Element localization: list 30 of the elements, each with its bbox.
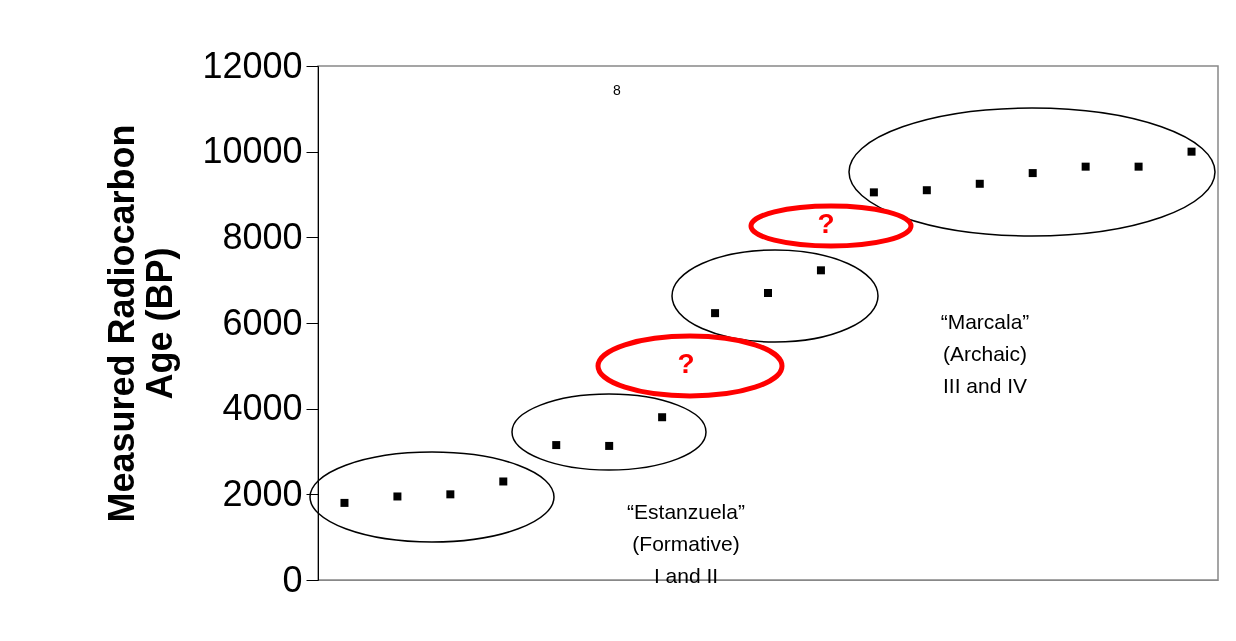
- point: [711, 309, 720, 318]
- point: [605, 441, 614, 450]
- point: [499, 477, 508, 486]
- y-tick-label: 4000: [222, 387, 303, 429]
- point: [1028, 169, 1037, 178]
- y-tick-label: 12000: [202, 44, 303, 86]
- point: [1134, 162, 1143, 171]
- y-tick-label: 0: [282, 558, 303, 600]
- point: [764, 289, 772, 298]
- y-tick-label: 10000: [202, 130, 303, 172]
- annotation: “Estanzuela” (Formative) I and II: [627, 499, 745, 589]
- point: [446, 490, 455, 499]
- point: [922, 186, 931, 195]
- point: [1187, 147, 1196, 156]
- point: [1081, 162, 1090, 171]
- point: [552, 441, 561, 450]
- y-tick-label: 6000: [222, 301, 303, 343]
- point: [340, 498, 349, 507]
- y-axis-title: Measured Radiocarbon Age (BP): [101, 124, 181, 523]
- y-tick-label: 2000: [222, 472, 303, 514]
- point: [816, 266, 825, 275]
- point: [975, 179, 984, 188]
- annotation: ?: [677, 348, 695, 380]
- point: [393, 492, 402, 501]
- annotation: “Marcala” (Archaic) III and IV: [940, 309, 1030, 399]
- point: [869, 188, 878, 197]
- annotation: ?: [817, 208, 835, 240]
- annotation: 8: [613, 82, 621, 98]
- point: [658, 413, 667, 422]
- y-tick-label: 8000: [222, 215, 303, 257]
